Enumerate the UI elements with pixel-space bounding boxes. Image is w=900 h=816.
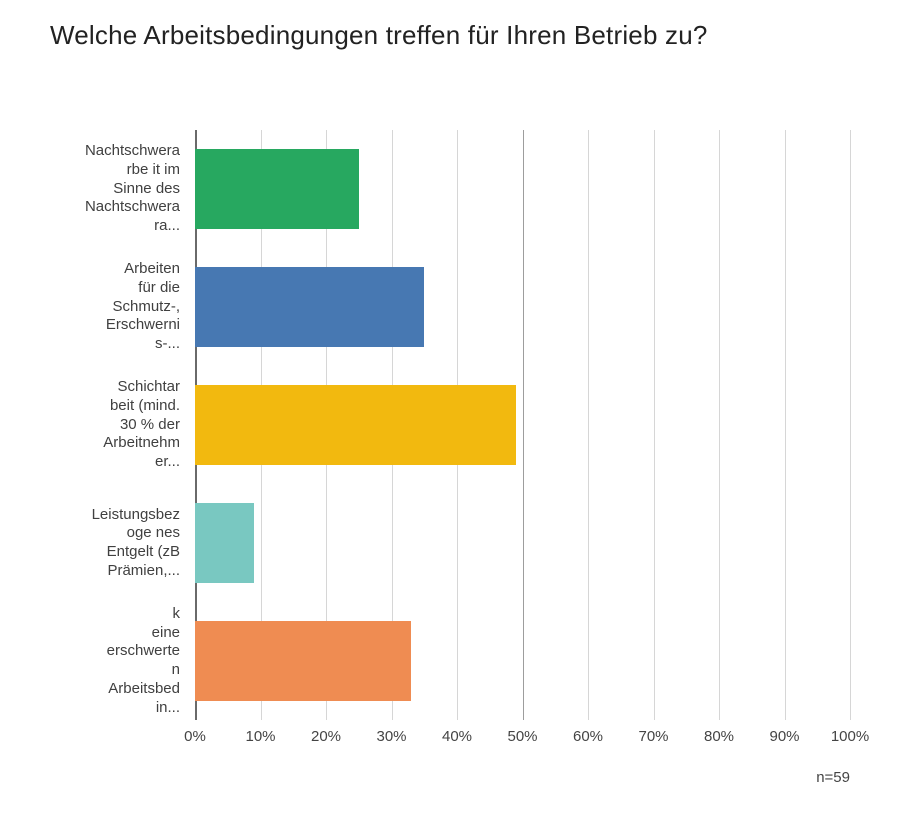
gridline: [523, 130, 524, 720]
bar: [195, 503, 254, 583]
bar: [195, 385, 516, 465]
gridline: [654, 130, 655, 720]
bar: [195, 267, 424, 347]
y-axis-category-label: Nachtschwera rbe it im Sinne des Nachtsc…: [40, 142, 180, 236]
gridline: [850, 130, 851, 720]
x-axis-tick-label: 100%: [831, 728, 869, 745]
y-axis-category-label: k eine erschwerte n Arbeitsbed in...: [40, 605, 180, 718]
y-axis-category-label: Leistungsbez oge nes Entgelt (zB Prämien…: [40, 506, 180, 581]
gridline: [785, 130, 786, 720]
sample-size-footer: n=59: [816, 769, 850, 786]
bar: [195, 621, 411, 701]
gridline: [588, 130, 589, 720]
plot-area: 0%10%20%30%40%50%60%70%80%90%100%Nachtsc…: [195, 130, 850, 720]
gridline: [719, 130, 720, 720]
x-axis-tick-label: 90%: [769, 728, 799, 745]
x-axis-tick-label: 40%: [442, 728, 472, 745]
x-axis-tick-label: 70%: [638, 728, 668, 745]
chart-page: Welche Arbeitsbedingungen treffen für Ih…: [0, 0, 900, 816]
x-axis-tick-label: 80%: [704, 728, 734, 745]
y-axis-category-label: Schichtar beit (mind. 30 % der Arbeitneh…: [40, 378, 180, 472]
x-axis-tick-label: 30%: [376, 728, 406, 745]
x-axis-tick-label: 0%: [184, 728, 206, 745]
bar: [195, 149, 359, 229]
y-axis-category-label: Arbeiten für die Schmutz-, Erschwerni s-…: [40, 260, 180, 354]
x-axis-tick-label: 50%: [507, 728, 537, 745]
x-axis-tick-label: 60%: [573, 728, 603, 745]
chart-title: Welche Arbeitsbedingungen treffen für Ih…: [50, 20, 708, 51]
x-axis-tick-label: 20%: [311, 728, 341, 745]
x-axis-tick-label: 10%: [245, 728, 275, 745]
